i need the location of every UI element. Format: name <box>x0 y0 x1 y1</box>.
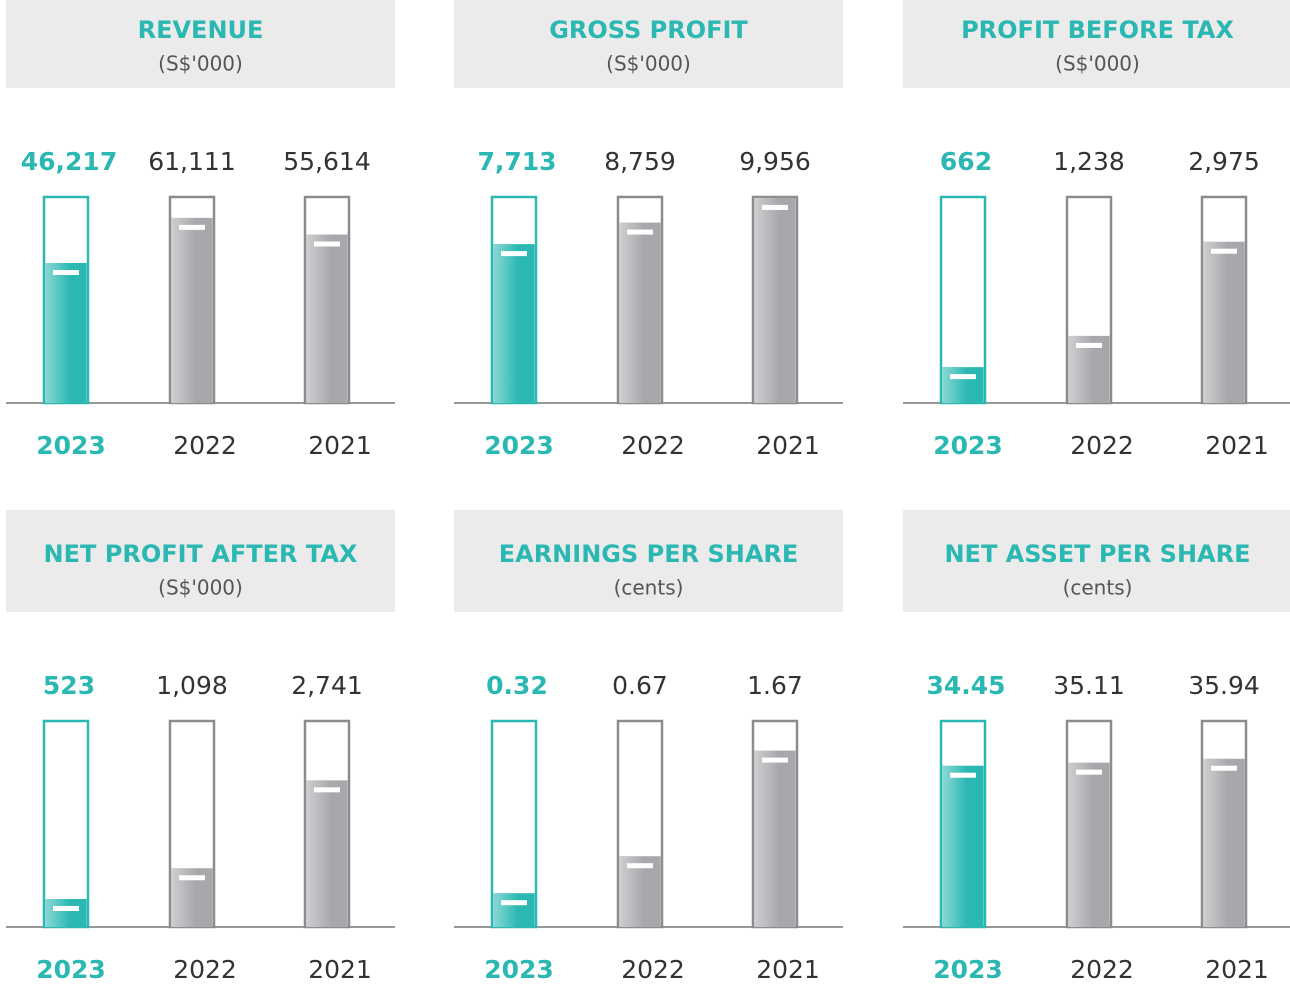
chart-panel: NET PROFIT AFTER TAX (S$'000) 523 2023 1,098… <box>6 510 395 984</box>
chart-title: REVENUE <box>138 16 264 44</box>
category-label: 2023 <box>933 955 1003 984</box>
chart-subtitle: (S$'000) <box>158 576 243 600</box>
bar-marker <box>627 229 653 235</box>
value-label: 1,238 <box>1053 147 1125 176</box>
chart-title: NET PROFIT AFTER TAX <box>44 540 358 568</box>
category-label: 2021 <box>1205 955 1269 984</box>
value-label: 55,614 <box>283 147 370 176</box>
category-label: 2023 <box>933 431 1003 460</box>
chart-panel: PROFIT BEFORE TAX (S$'000) 662 2023 1,238 202… <box>903 0 1290 460</box>
category-label: 2022 <box>1070 955 1134 984</box>
value-label: 2,741 <box>291 671 363 700</box>
value-label: 0.32 <box>486 671 548 700</box>
category-label: 2022 <box>173 955 237 984</box>
bar-marker <box>762 757 788 763</box>
bar-marker <box>627 863 653 869</box>
chart-title: PROFIT BEFORE TAX <box>961 16 1234 44</box>
category-label: 2021 <box>1205 431 1269 460</box>
category-label: 2021 <box>756 955 820 984</box>
bar-shine <box>619 222 661 403</box>
bar-marker <box>950 374 976 380</box>
chart-title: NET ASSET PER SHARE <box>944 540 1250 568</box>
category-label: 2022 <box>621 431 685 460</box>
value-label: 35.94 <box>1188 671 1260 700</box>
category-label: 2022 <box>1070 431 1134 460</box>
value-label: 1.67 <box>747 671 803 700</box>
value-label: 7,713 <box>477 147 556 176</box>
category-label: 2021 <box>308 955 372 984</box>
bar-shine <box>942 367 984 403</box>
chart-subtitle: (S$'000) <box>1055 52 1140 76</box>
value-label: 1,098 <box>156 671 228 700</box>
category-label: 2021 <box>308 431 372 460</box>
chart-panel: NET ASSET PER SHARE (cents) 34.45 2023 35.11… <box>903 510 1290 984</box>
header-box <box>454 510 843 612</box>
bar-shine <box>493 244 535 403</box>
category-label: 2021 <box>756 431 820 460</box>
chart-title: EARNINGS PER SHARE <box>499 540 799 568</box>
bar-marker <box>950 772 976 778</box>
bar-marker <box>314 787 340 793</box>
category-label: 2022 <box>621 955 685 984</box>
chart-title: GROSS PROFIT <box>549 16 748 44</box>
header-box <box>454 0 843 88</box>
value-label: 9,956 <box>739 147 811 176</box>
bar-marker <box>1211 765 1237 771</box>
chart-subtitle: (S$'000) <box>606 52 691 76</box>
bar-shine <box>1203 241 1245 403</box>
value-label: 8,759 <box>604 147 676 176</box>
bar-shine <box>1203 758 1245 927</box>
bar-shine <box>493 893 535 927</box>
category-label: 2023 <box>484 955 554 984</box>
bar-shine <box>45 899 87 927</box>
value-label: 61,111 <box>148 147 235 176</box>
bar-shine <box>306 234 348 403</box>
category-label: 2022 <box>173 431 237 460</box>
bar-marker <box>1076 342 1102 348</box>
chart-subtitle: (cents) <box>614 576 684 600</box>
chart-panel: EARNINGS PER SHARE (cents) 0.32 2023 0.67 202… <box>454 510 843 984</box>
tube <box>42 719 90 929</box>
value-label: 46,217 <box>21 147 117 176</box>
bar-marker <box>501 900 527 906</box>
bar-marker <box>501 251 527 257</box>
chart-subtitle: (cents) <box>1063 576 1133 600</box>
value-label: 2,975 <box>1188 147 1260 176</box>
bar-shine <box>1068 762 1110 927</box>
bar-shine <box>171 217 213 403</box>
value-label: 662 <box>940 147 992 176</box>
header-box <box>903 0 1290 88</box>
header-box <box>6 0 395 88</box>
bar-marker <box>1076 769 1102 775</box>
bar-marker <box>179 224 205 230</box>
value-label: 0.67 <box>612 671 668 700</box>
category-label: 2023 <box>36 431 106 460</box>
bar-shine <box>306 780 348 927</box>
bar-shine <box>942 765 984 927</box>
value-label: 523 <box>43 671 95 700</box>
chart-panel: GROSS PROFIT (S$'000) 7,713 2023 8,759 2022 9,… <box>454 0 843 460</box>
bar-marker <box>179 875 205 881</box>
bar-marker <box>762 204 788 210</box>
bar-marker <box>53 269 79 275</box>
bar-shine <box>754 197 796 403</box>
category-label: 2023 <box>484 431 554 460</box>
bar-marker <box>53 906 79 912</box>
tube <box>490 719 538 929</box>
chart-subtitle: (S$'000) <box>158 52 243 76</box>
value-label: 35.11 <box>1053 671 1125 700</box>
bar-shine <box>45 262 87 403</box>
header-box <box>6 510 395 612</box>
bar-shine <box>754 750 796 927</box>
header-box <box>903 510 1290 612</box>
chart-panel: REVENUE (S$'000) 46,217 2023 61,111 2022 55,61… <box>6 0 395 460</box>
category-label: 2023 <box>36 955 106 984</box>
value-label: 34.45 <box>926 671 1005 700</box>
bar-marker <box>1211 248 1237 254</box>
bar-marker <box>314 241 340 247</box>
